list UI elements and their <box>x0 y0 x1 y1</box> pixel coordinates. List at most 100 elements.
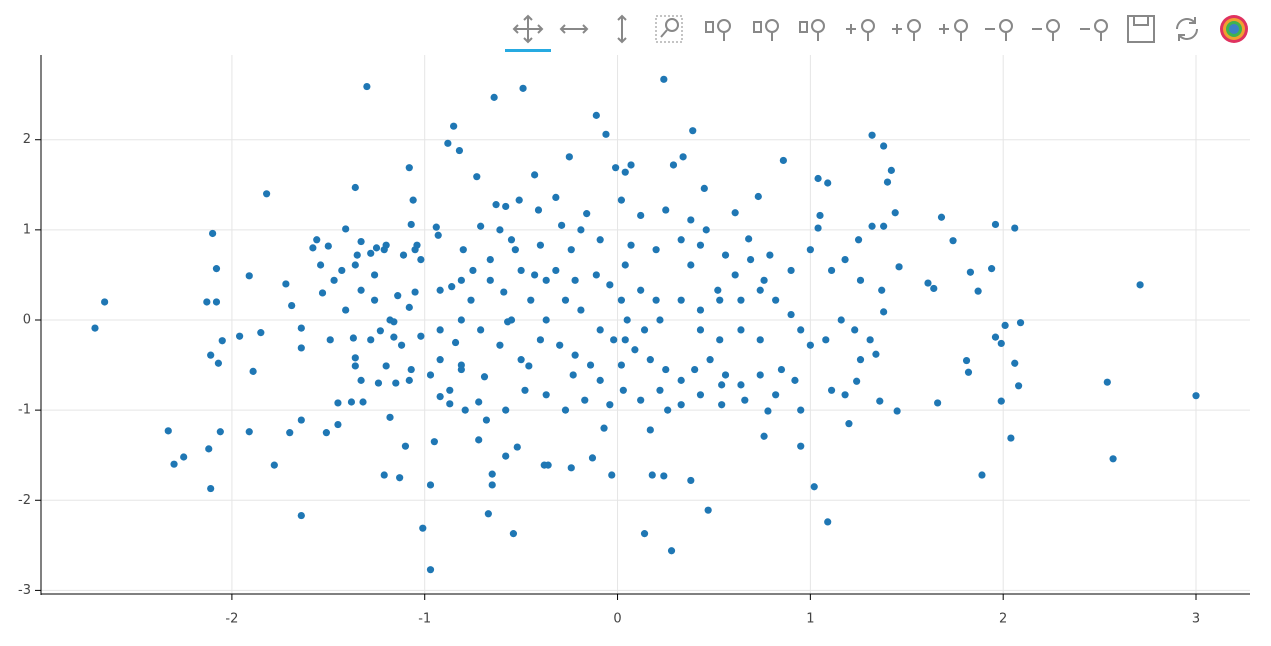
zoom-out-tool[interactable] <box>985 19 1108 41</box>
wheel-zoom-tool[interactable] <box>705 19 825 41</box>
point <box>617 196 625 204</box>
point <box>696 391 705 399</box>
point <box>1001 321 1009 330</box>
point <box>394 292 402 300</box>
point <box>567 464 575 472</box>
point <box>924 279 932 287</box>
point <box>827 386 836 394</box>
zoom-in-tool[interactable] <box>846 19 968 41</box>
bokeh-logo[interactable] <box>1220 15 1248 43</box>
point <box>407 365 415 374</box>
point <box>853 377 861 385</box>
point <box>236 332 244 340</box>
point <box>702 226 710 234</box>
pan-tool[interactable] <box>512 14 544 44</box>
reset-tool[interactable] <box>1176 17 1198 41</box>
y-tick-label: -2 <box>18 493 31 508</box>
point <box>872 350 880 358</box>
point <box>718 381 726 389</box>
point <box>322 429 330 437</box>
x-tick-label: 0 <box>613 612 621 627</box>
point <box>455 146 464 155</box>
point <box>571 276 579 284</box>
point <box>386 413 394 421</box>
point <box>347 398 356 406</box>
point <box>216 428 224 436</box>
point <box>457 276 465 284</box>
point <box>457 361 465 369</box>
point <box>357 237 365 246</box>
point <box>411 288 419 296</box>
point <box>581 396 589 404</box>
point <box>257 329 265 337</box>
point <box>816 211 824 220</box>
y-tick-label: 0 <box>23 312 31 327</box>
point <box>1136 281 1144 289</box>
point <box>448 283 456 291</box>
point <box>390 318 398 326</box>
point <box>689 127 697 135</box>
point <box>496 226 504 234</box>
point <box>866 336 874 344</box>
point <box>542 391 550 399</box>
point <box>880 222 888 230</box>
xpan-tool[interactable] <box>559 24 589 34</box>
point <box>558 221 566 229</box>
y-tick-label: -3 <box>18 583 31 598</box>
point <box>542 276 550 284</box>
point <box>405 164 413 172</box>
point <box>401 442 410 450</box>
point <box>436 286 444 294</box>
point <box>777 365 786 374</box>
point <box>760 432 768 440</box>
point <box>459 246 467 254</box>
point <box>779 156 787 165</box>
point <box>660 75 668 83</box>
point <box>203 298 211 306</box>
point <box>845 420 853 428</box>
ypan-tool[interactable] <box>617 14 627 44</box>
point <box>263 190 271 198</box>
point <box>342 225 350 233</box>
point <box>565 153 573 161</box>
point <box>991 333 1000 341</box>
point <box>696 326 705 334</box>
point <box>824 518 832 526</box>
point <box>677 236 685 244</box>
point <box>426 566 435 574</box>
point <box>475 398 483 406</box>
point <box>382 362 390 370</box>
y-tick-label: 2 <box>23 132 31 147</box>
save-tool[interactable] <box>1127 15 1155 43</box>
point <box>507 316 516 324</box>
box-zoom-tool[interactable] <box>655 15 683 43</box>
point <box>446 386 454 394</box>
point <box>577 226 585 234</box>
point <box>856 356 865 364</box>
point <box>492 201 500 209</box>
point <box>592 271 600 279</box>
point <box>367 336 375 344</box>
point <box>814 174 822 183</box>
point <box>209 229 217 238</box>
point <box>880 308 888 316</box>
point <box>390 333 398 341</box>
point <box>507 236 516 244</box>
point <box>357 376 365 384</box>
point <box>396 474 404 482</box>
point <box>646 356 654 364</box>
point <box>552 193 560 202</box>
point <box>419 524 427 532</box>
point <box>531 271 539 279</box>
point <box>856 276 865 284</box>
point <box>297 416 305 424</box>
point <box>600 424 608 432</box>
point <box>679 153 687 161</box>
point <box>288 301 296 310</box>
point <box>370 296 379 304</box>
point <box>827 266 836 275</box>
point <box>937 213 946 221</box>
point <box>687 261 695 269</box>
point <box>370 271 379 279</box>
point <box>764 407 772 415</box>
